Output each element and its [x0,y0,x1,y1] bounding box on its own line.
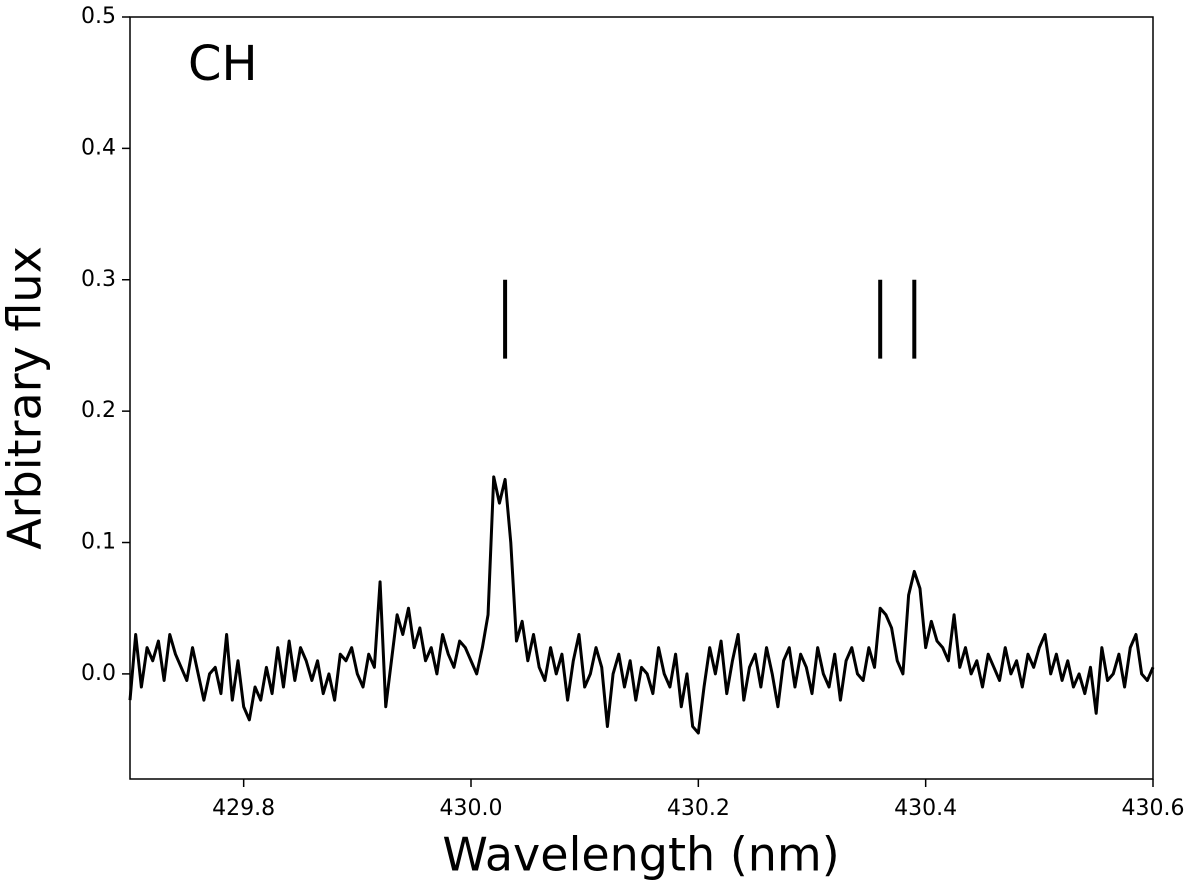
x-tick-label: 430.0 [440,796,503,821]
x-tick-label: 429.8 [212,796,275,821]
annotation: CH [188,36,258,92]
x-tick-label: 430.2 [667,796,730,821]
y-tick-label: 0.3 [81,267,116,292]
y-tick-label: 0.5 [81,4,116,29]
y-tick-label: 0.2 [81,398,116,423]
y-tick-label: 0.0 [81,661,116,686]
y-axis-label: Arbitrary flux [0,246,52,550]
x-tick-label: 430.4 [894,796,957,821]
plot-frame [129,16,1154,780]
x-tick-label: 430.6 [1122,796,1185,821]
x-axis-label: Wavelength (nm) [442,828,839,882]
y-tick-label: 0.4 [81,135,116,160]
spectrum-line [128,475,1155,735]
y-tick-label: 0.1 [81,530,116,555]
